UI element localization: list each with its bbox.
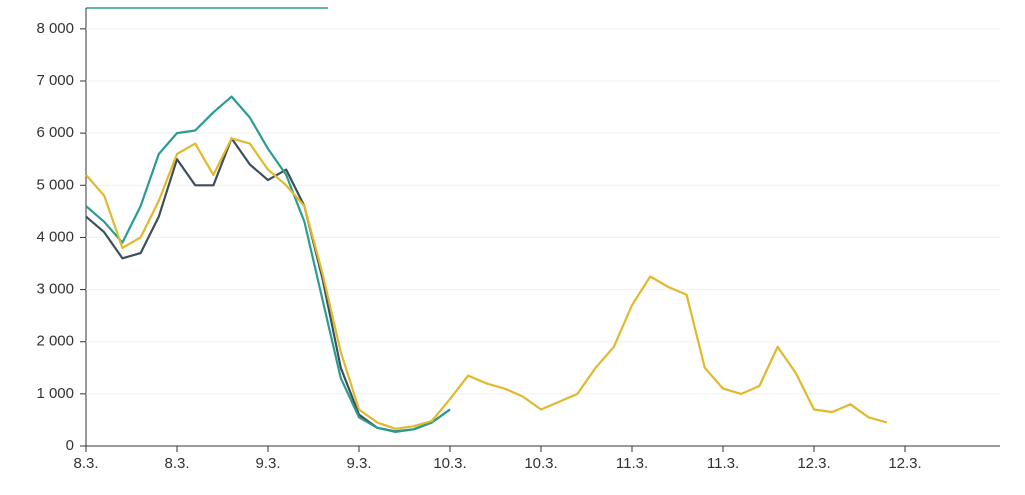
- x-tick-label: 8.3.: [164, 455, 189, 472]
- x-tick-label: 12.3.: [797, 455, 830, 472]
- x-tick-label: 10.3.: [524, 455, 557, 472]
- x-tick-label: 8.3.: [73, 455, 98, 472]
- y-tick-label: 2 000: [36, 333, 74, 350]
- x-tick-label: 12.3.: [888, 455, 921, 472]
- y-tick-label: 8 000: [36, 20, 74, 37]
- y-tick-label: 4 000: [36, 228, 74, 245]
- y-tick-label: 5 000: [36, 176, 74, 193]
- x-tick-label: 9.3.: [255, 455, 280, 472]
- x-tick-label: 10.3.: [433, 455, 466, 472]
- series-line: [85, 137, 451, 433]
- x-tick-label: 11.3.: [707, 455, 739, 472]
- y-tick-label: 1 000: [36, 385, 74, 402]
- series-line: [85, 137, 888, 430]
- x-tick-label: 11.3.: [616, 455, 648, 472]
- y-tick-label: 7 000: [36, 72, 74, 89]
- series-line: [85, 95, 451, 433]
- y-tick-label: 0: [66, 437, 74, 454]
- x-tick-label: 9.3.: [346, 455, 371, 472]
- y-tick-label: 3 000: [36, 281, 74, 298]
- y-tick-label: 6 000: [36, 124, 74, 141]
